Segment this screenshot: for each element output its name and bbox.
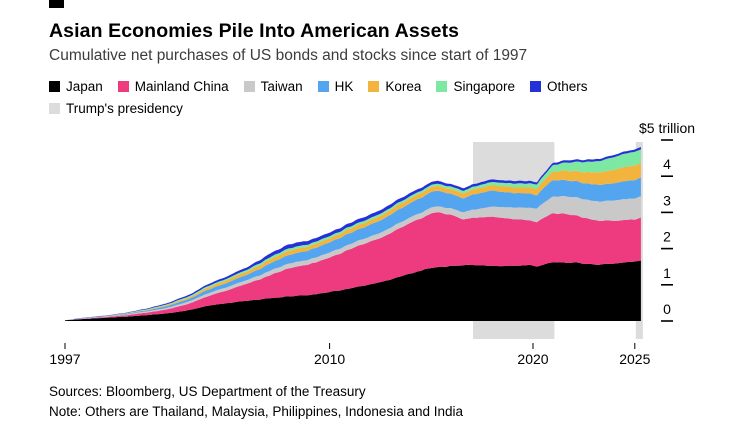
legend-item-mainland-china: Mainland China <box>117 79 229 94</box>
legend-row: Trump's presidency <box>49 101 669 116</box>
legend-item-others: Others <box>530 79 588 94</box>
y-axis-label: 1 <box>663 265 671 281</box>
area-series-hk <box>65 177 641 321</box>
x-axis-label: 1997 <box>49 351 80 367</box>
legend-item-trump-s-presidency: Trump's presidency <box>49 101 183 116</box>
sources-line: Sources: Bloomberg, US Department of the… <box>49 384 366 399</box>
legend-swatch-icon <box>243 81 255 92</box>
area-series-singapore <box>65 149 641 321</box>
y-axis-label: 3 <box>663 192 671 208</box>
legend-swatch-icon <box>368 81 380 92</box>
area-series-mainland-china <box>65 212 641 321</box>
legend-label: Taiwan <box>260 79 303 94</box>
legend-swatch-icon <box>49 103 60 114</box>
chart-title: Asian Economies Pile Into American Asset… <box>49 20 460 42</box>
note-line: Note: Others are Thailand, Malaysia, Phi… <box>49 403 463 419</box>
legend-swatch-icon <box>117 81 129 92</box>
area-series-taiwan <box>65 196 641 321</box>
area-series-korea <box>65 162 641 321</box>
x-axis-label: 2025 <box>619 351 650 367</box>
legend-label: Others <box>547 79 588 94</box>
legend-item-japan: Japan <box>49 79 103 94</box>
chart-footer: Sources: Bloomberg, US Department of the… <box>49 382 463 421</box>
chart-plot-area: 1997 2010 2020 2025 0 1 2 3 4 $5 trillion <box>0 118 730 380</box>
stacked-area-chart: 1997 2010 2020 2025 0 1 2 3 4 $5 trillion <box>49 120 695 367</box>
chart-subtitle: Cumulative net purchases of US bonds and… <box>49 47 528 64</box>
legend-row: Japan Mainland China Taiwan HK Korea Singapor… <box>49 79 669 94</box>
legend-label: HK <box>334 79 354 94</box>
legend-swatch-icon <box>436 81 448 92</box>
legend-label: Singapore <box>453 79 515 94</box>
legend-item-taiwan: Taiwan <box>243 79 303 94</box>
legend-label: Mainland China <box>134 79 229 94</box>
chart-legend: Japan Mainland China Taiwan HK Korea Singapor… <box>49 79 669 123</box>
legend-label: Japan <box>66 79 103 94</box>
legend-label: Trump's presidency <box>66 101 183 116</box>
bloomberg-top-tab <box>49 0 64 8</box>
legend-swatch-icon <box>49 81 60 92</box>
x-axis-label: 2010 <box>314 351 345 367</box>
legend-item-hk: HK <box>317 79 354 94</box>
y-axis-label: 2 <box>663 229 671 245</box>
area-series-japan <box>65 260 641 321</box>
x-axis-label: 2020 <box>517 351 548 367</box>
y-axis-label: $5 trillion <box>639 120 695 136</box>
legend-item-singapore: Singapore <box>436 79 515 94</box>
legend-swatch-icon <box>530 81 541 92</box>
legend-swatch-icon <box>317 81 329 92</box>
legend-label: Korea <box>385 79 422 94</box>
y-axis-label: 4 <box>663 156 671 172</box>
y-axis-label: 0 <box>663 301 671 317</box>
legend-item-korea: Korea <box>368 79 421 94</box>
